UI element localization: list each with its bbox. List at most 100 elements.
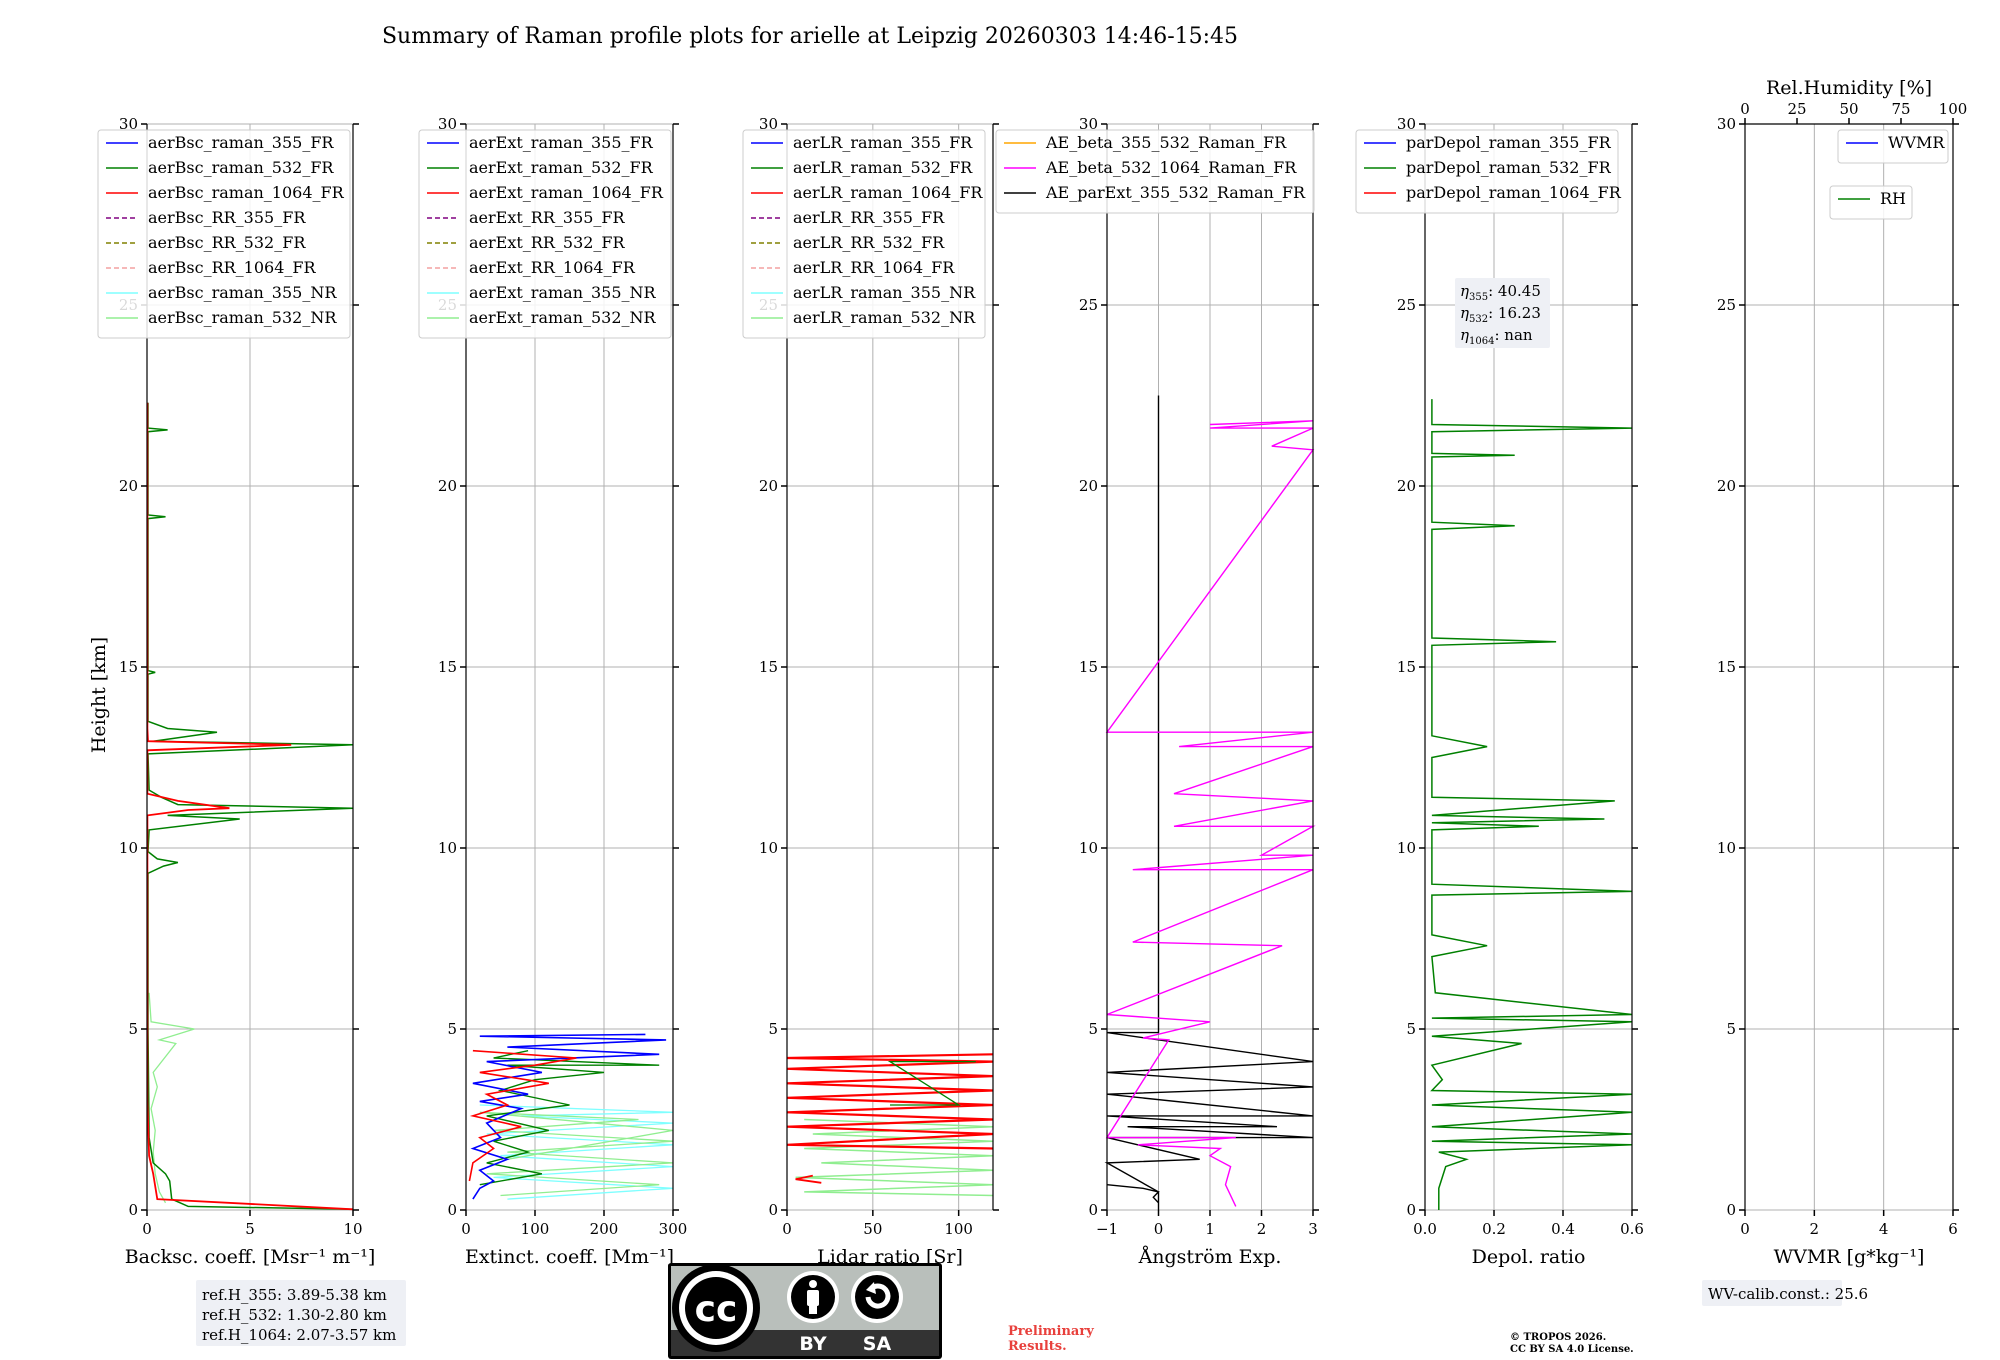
series-aerBsc_raman_532_FR	[147, 402, 354, 1211]
legend-entry-label: WVMR	[1888, 133, 1945, 152]
x-tick-label: 0.2	[1482, 1220, 1506, 1238]
legend-entry-label: aerLR_raman_355_FR	[793, 133, 973, 152]
wv-calib-box: WV-calib.const.: 25.6	[1702, 1280, 1868, 1306]
ref-height-box: ref.H_355: 3.89-5.38 km ref.H_532: 1.30-…	[196, 1280, 406, 1346]
x-tick-label: 6	[1948, 1220, 1958, 1238]
top-x-tick-label: 25	[1787, 100, 1806, 118]
legend-entry-label: aerExt_raman_355_FR	[469, 133, 654, 152]
series-parDepol_raman_532_FR	[1430, 399, 1633, 1210]
legend-entry-label: AE_beta_355_532_Raman_FR	[1045, 133, 1287, 152]
series-aerExt_raman_1064_FR	[468, 1049, 577, 1182]
y-tick-label: 10	[1717, 839, 1736, 857]
legend-entry-label: aerLR_RR_532_FR	[793, 233, 945, 252]
x-tick-label: 300	[659, 1220, 688, 1238]
legend-entry-label: parDepol_raman_355_FR	[1406, 133, 1612, 152]
y-tick-label: 10	[1397, 839, 1416, 857]
y-tick-label: 0	[447, 1201, 457, 1219]
y-tick-label: 5	[768, 1020, 778, 1038]
y-tick-label: 15	[1717, 658, 1736, 676]
panel-depol: 0 5 10 15 20 25 30 0.0 0.2 0.4 0.6 Depol. ratio parD…	[1355, 115, 1644, 1268]
y-tick-label: 15	[1079, 658, 1098, 676]
x-tick-label: 5	[245, 1220, 255, 1238]
copyright-line-2: CC BY SA 4.0 License.	[1510, 1344, 1634, 1355]
y-tick-label: 15	[119, 658, 138, 676]
y-tick-label: 30	[1717, 115, 1736, 133]
y-tick-label: 0	[1406, 1201, 1416, 1219]
top-x-tick-label: 100	[1939, 100, 1968, 118]
y-tick-label: 5	[447, 1020, 457, 1038]
series-aerBsc_raman_532_NR	[148, 992, 195, 1204]
legend-entry-label: parDepol_raman_1064_FR	[1406, 183, 1622, 202]
legend-entry-label: aerLR_raman_1064_FR	[793, 183, 983, 202]
legend-entry-label: AE_parExt_355_532_Raman_FR	[1045, 183, 1306, 202]
legend-entry-label: aerLR_raman_532_NR	[793, 308, 976, 327]
y-tick-label: 30	[119, 115, 138, 133]
x-axis-label: Extinct. coeff. [Mm⁻¹]	[465, 1246, 674, 1268]
x-tick-label: 0	[461, 1220, 471, 1238]
panel-bsc: 0510152025300510Backsc. coeff. [Msr⁻¹ m⁻…	[97, 115, 376, 1268]
preliminary-line-1: Preliminary	[1008, 1324, 1094, 1339]
x-tick-label: 100	[521, 1220, 550, 1238]
y-tick-label: 30	[1397, 115, 1416, 133]
legend: WVMR	[1837, 129, 1949, 164]
panels-group: 0510152025300510Backsc. coeff. [Msr⁻¹ m⁻…	[97, 77, 1967, 1268]
legend-entry-label: aerExt_RR_532_FR	[469, 233, 626, 252]
eta-1064-label: η1064: nan	[1460, 326, 1533, 347]
series-aerExt_raman_355_FR	[470, 1033, 667, 1200]
preliminary-line-2: Results.	[1008, 1339, 1067, 1354]
y-tick-label: 10	[119, 839, 138, 857]
eta-box: η355: 40.45 η532: 16.23 η1064: nan	[1455, 278, 1550, 348]
legend-entry-label: aerBsc_raman_355_NR	[148, 283, 337, 302]
x-tick-label: 0.6	[1620, 1220, 1644, 1238]
by-label: BY	[799, 1333, 826, 1355]
y-tick-label: 10	[438, 839, 457, 857]
y-tick-label: 30	[1079, 115, 1098, 133]
eta-532-value: 16.23	[1498, 304, 1541, 322]
x-tick-label: 50	[863, 1220, 882, 1238]
legend-entry-label: aerBsc_raman_532_NR	[148, 308, 337, 327]
x-axis-label: WVMR [g*kg⁻¹]	[1774, 1246, 1925, 1268]
x-tick-label: 3	[1308, 1220, 1318, 1238]
wv-calib-text: WV-calib.const.: 25.6	[1708, 1285, 1868, 1303]
y-tick-label: 0	[128, 1201, 138, 1219]
x-tick-label: 0	[142, 1220, 152, 1238]
y-tick-label: 20	[438, 477, 457, 495]
legend-entry-label: aerLR_raman_355_NR	[793, 283, 976, 302]
legend-entry-label: aerExt_RR_1064_FR	[469, 258, 636, 277]
legend-entry-label: aerLR_raman_532_FR	[793, 158, 973, 177]
legend-entry-label: aerBsc_RR_532_FR	[148, 233, 306, 252]
y-tick-label: 20	[1717, 477, 1736, 495]
y-tick-label: 20	[1079, 477, 1098, 495]
series-AE_beta_532_1064_Raman_FR	[1105, 420, 1316, 1207]
x-tick-label: 4	[1879, 1220, 1889, 1238]
x-axis-label: Backsc. coeff. [Msr⁻¹ m⁻¹]	[125, 1246, 376, 1268]
eta-355-value: 40.45	[1498, 282, 1541, 300]
x-axis-label: Lidar ratio [Sr]	[817, 1246, 963, 1268]
legend: parDepol_raman_355_FR parDepol_raman_532_…	[1355, 129, 1622, 214]
series-aerExt_raman_532_FR	[479, 1050, 660, 1186]
x-tick-label: 0.4	[1551, 1220, 1575, 1238]
x-axis-label: Ångström Exp.	[1138, 1246, 1282, 1268]
series-aerLR_raman_532_NR	[795, 1118, 994, 1197]
x-axis-label: Depol. ratio	[1472, 1246, 1586, 1268]
y-tick-label: 0	[1088, 1201, 1098, 1219]
legend: aerExt_raman_355_FR aerExt_raman_532_FRae…	[418, 129, 672, 339]
x-tick-label: 1	[1205, 1220, 1215, 1238]
legend-frame	[742, 129, 986, 339]
legend-frame	[1355, 129, 1619, 214]
legend-entry-label: RH	[1880, 189, 1906, 208]
y-tick-label: 5	[1726, 1020, 1736, 1038]
top-x-tick-label: 50	[1839, 100, 1858, 118]
y-tick-label: 15	[759, 658, 778, 676]
cc-license-badge: cc BY SA	[668, 1263, 942, 1359]
legend-entry-label: aerBsc_RR_355_FR	[148, 208, 306, 227]
ref-height-532: ref.H_532: 1.30-2.80 km	[202, 1306, 387, 1324]
top-x-axis-label: Rel.Humidity [%]	[1766, 77, 1932, 99]
y-tick-label: 5	[1406, 1020, 1416, 1038]
x-tick-label: 2	[1257, 1220, 1267, 1238]
legend-frame	[1837, 129, 1949, 164]
x-tick-label: 0.0	[1413, 1220, 1437, 1238]
